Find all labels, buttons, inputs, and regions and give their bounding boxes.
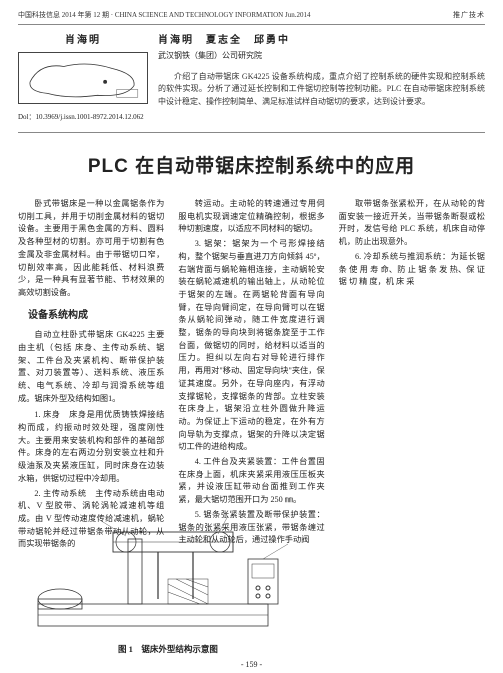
column-3: 取带锯条张紧松开，在从动轮的背面安装一接近开关，当带锯条断裂或松开时，发信号给 … — [339, 198, 485, 553]
abstract: 介绍了自动带锯床 GK4225 设备系统构成，重点介绍了控制系统的硬件实现和控制… — [158, 71, 485, 108]
author-badge: 肖海明 — [18, 31, 148, 46]
page-number: - 159 - — [0, 660, 503, 669]
para: 4. 工件台及夹紧装置：工件台置固在床身上面，机床夹紧采用液压压板夹紧，并设液压… — [178, 456, 324, 507]
journal-info: 中国科技信息 2014 年第 12 期 · CHINA SCIENCE AND … — [18, 10, 310, 20]
column-1: 卧式带锯床是一种以金属锯条作为切削工具，并用于切削金属材料的锯切设备。主要用于黑… — [18, 198, 164, 553]
para: 6. 冷却系统与推润系统：为延长锯 条 使 用 寿 命、防 止 锯 条 发 热、… — [339, 251, 485, 289]
para: 取带锯条张紧松开，在从动轮的背面安装一接近开关，当带锯条断裂或松开时，发信号给 … — [339, 198, 485, 249]
doi-text: Dol：10.3969/j.issn.1001-8972.2014.12.062 — [18, 112, 148, 122]
column-2: 转运动。主动轮的转速通过专用伺服电机实现调速定位精确控制，根据多种切割速度，以适… — [178, 198, 324, 553]
figure-caption: 图 1 锯床外型结构示意图 — [18, 643, 318, 655]
figure-1: 图 1 锯床外型结构示意图 — [18, 504, 318, 655]
rule-mid — [18, 132, 485, 133]
section-heading: 设备系统构成 — [18, 308, 164, 324]
affiliation: 武汉钢铁（集团）公司研究院 — [158, 50, 485, 61]
category-label: 推广技术 — [453, 10, 485, 20]
para: 1. 床身 床身是用优质铸铁焊接结构而成，约振动时效处理，强度刚性大。主要用来安… — [18, 409, 164, 485]
body-columns: 卧式带锯床是一种以金属锯条作为切削工具，并用于切削金属材料的锯切设备。主要用于黑… — [18, 198, 485, 553]
para: 转运动。主动轮的转速通过专用伺服电机实现调速定位精确控制，根据多种切割速度，以适… — [178, 198, 324, 236]
authors-line: 肖海明 夏志全 邱勇中 — [158, 31, 485, 46]
header-row: 中国科技信息 2014 年第 12 期 · CHINA SCIENCE AND … — [18, 10, 485, 20]
rule-top — [18, 24, 485, 25]
para: 卧式带锯床是一种以金属锯条作为切削工具，并用于切削金属材料的锯切设备。主要用于黑… — [18, 198, 164, 300]
figure-drawing — [18, 504, 318, 639]
article-title: PLC 在自动带锯床控制系统中的应用 — [18, 151, 485, 178]
header-block: 肖海明 Dol：10.3969/j.issn.1001-8972.2014.12… — [18, 31, 485, 122]
para: 自动立柱卧式带锯床 GK4225 主要由主机（包括 床身、主传动系统、锯架、工件… — [18, 329, 164, 405]
para: 3. 锯架：锯架为一个弓形焊接结构，整个锯架与垂直进刀方向倾斜 45º，右端背面… — [178, 238, 324, 454]
region-map — [18, 52, 148, 104]
